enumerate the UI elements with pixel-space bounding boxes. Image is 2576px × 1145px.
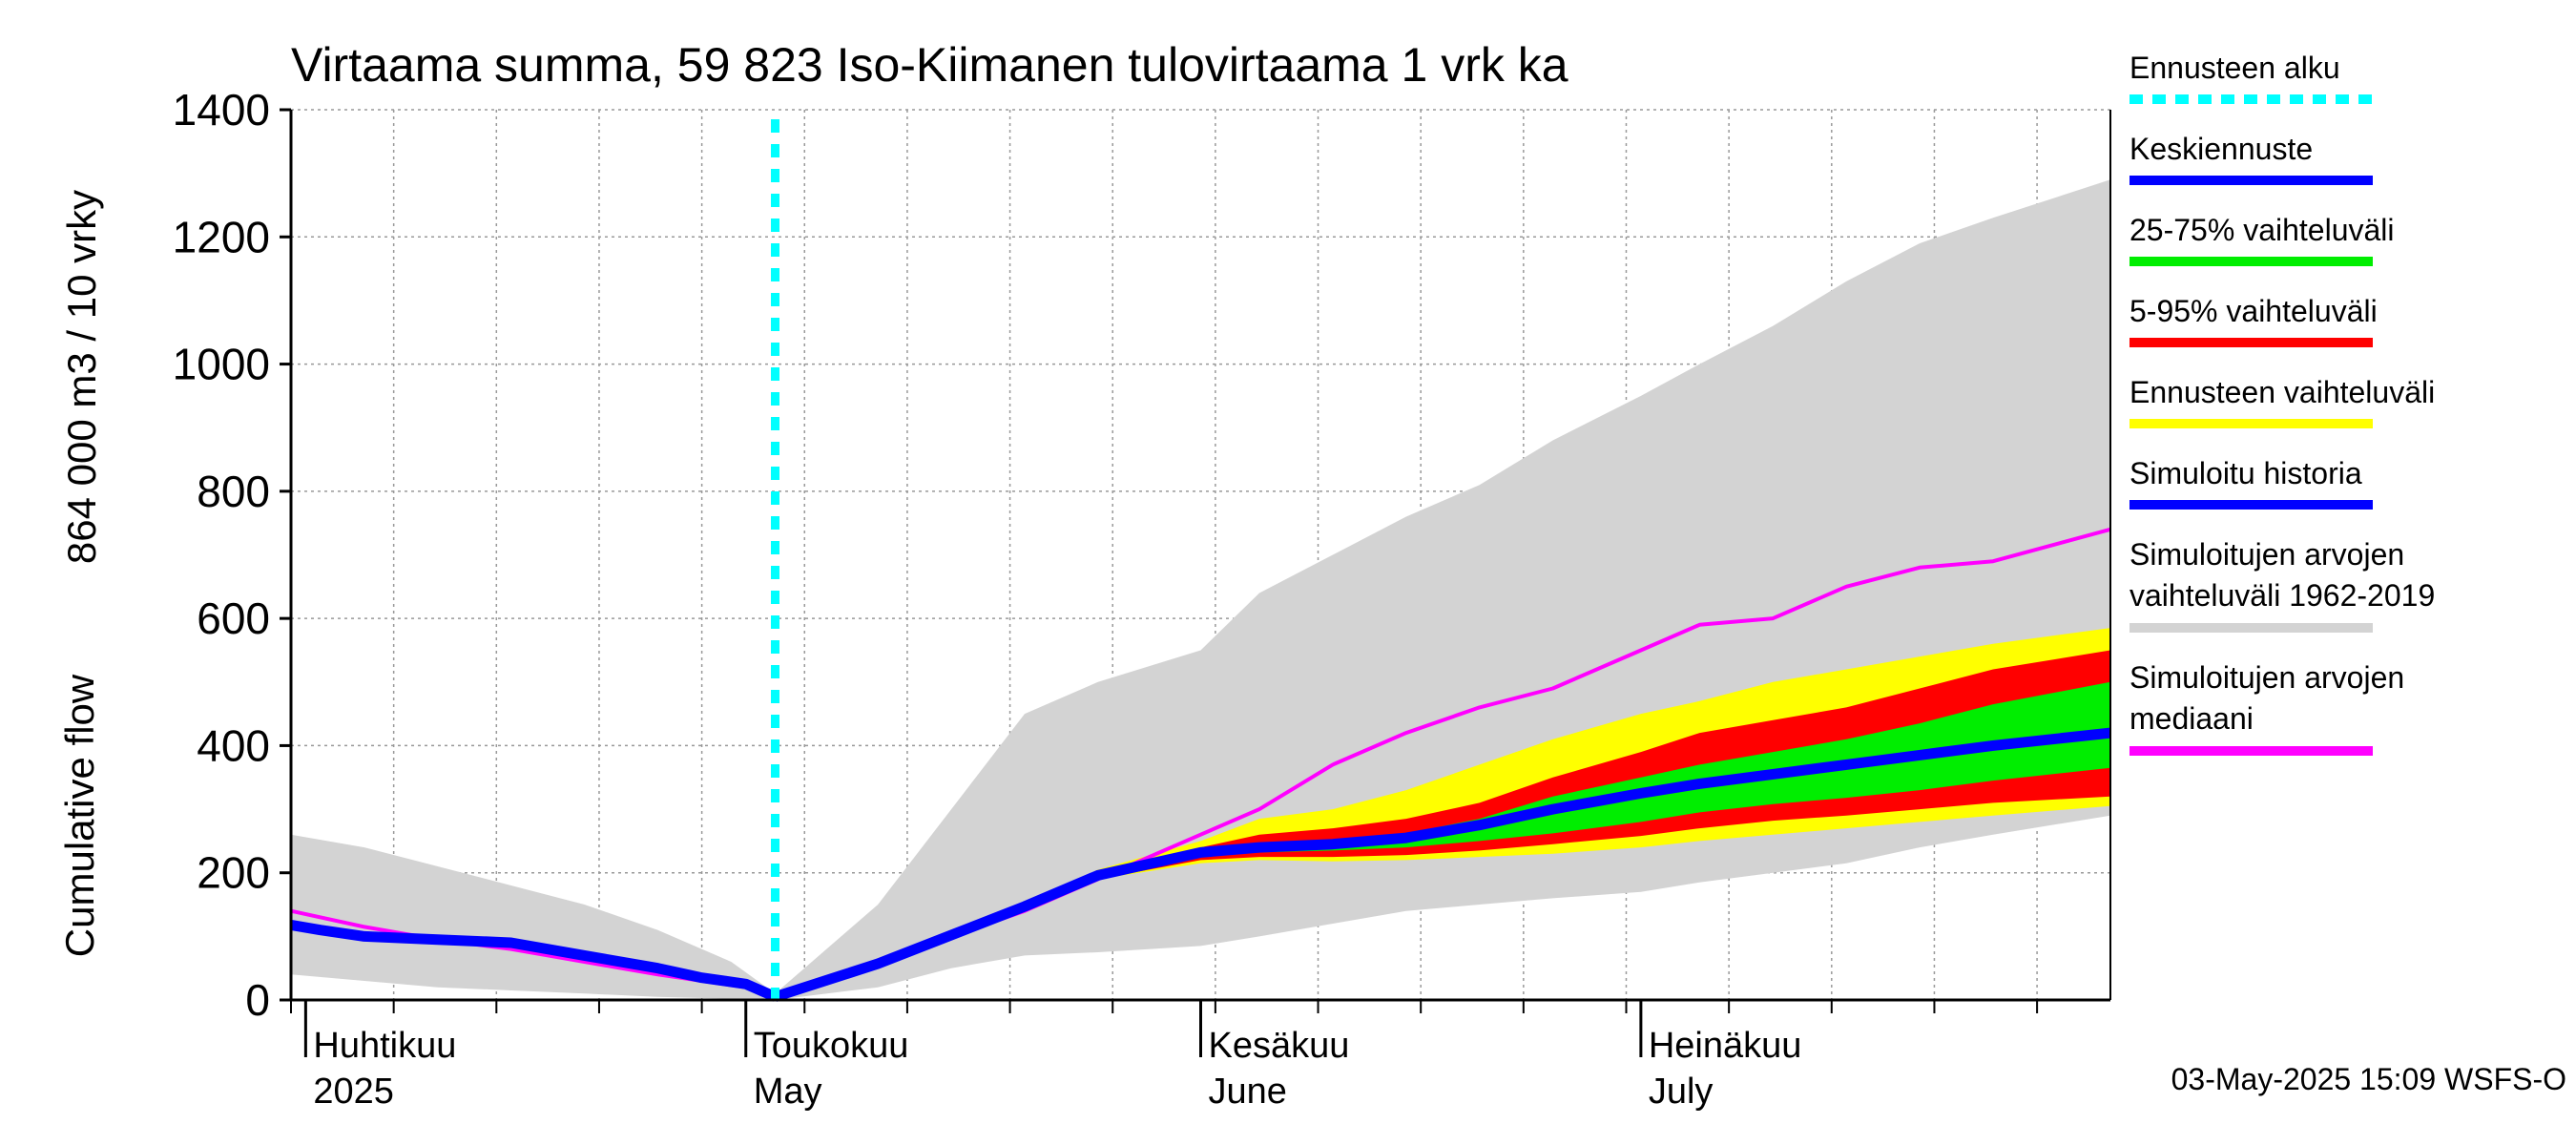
legend-label: Simuloitu historia	[2129, 456, 2362, 490]
y-axis-label-secondary: 864 000 m3 / 10 vrky	[59, 190, 104, 564]
plot-area	[290, 109, 2111, 1002]
x-month-sublabel: 2025	[313, 1072, 394, 1112]
legend-label-line2: vaihteluväli 1962-2019	[2129, 578, 2435, 613]
legend-item: Ennusteen vaihteluväli	[2129, 375, 2435, 428]
y-tick-label: 600	[197, 593, 270, 643]
chart-title: Virtaama summa, 59 823 Iso-Kiimanen tulo…	[291, 38, 1568, 92]
legend-label: 25-75% vaihteluväli	[2129, 213, 2395, 247]
x-month-sublabel: May	[754, 1072, 822, 1112]
footer-timestamp: 03-May-2025 15:09 WSFS-O	[2171, 1062, 2566, 1096]
legend-label: Ennusteen vaihteluväli	[2129, 375, 2435, 409]
legend-item: Keskiennuste	[2129, 132, 2373, 185]
x-month-label: Kesäkuu	[1209, 1026, 1350, 1066]
forecast-25-75-band	[775, 681, 2110, 1000]
mean-forecast-line	[773, 727, 2111, 1002]
legend-label: Simuloitujen arvojen	[2129, 537, 2404, 572]
x-month-sublabel: July	[1649, 1072, 1714, 1112]
y-axis-label-primary: Cumulative flow	[57, 674, 102, 957]
y-tick-label: 800	[197, 467, 270, 516]
legend-item: Simuloitujen arvojen vaihteluväli 1962-20…	[2129, 537, 2435, 633]
y-tick-label: 1000	[173, 340, 270, 389]
y-tick-label: 0	[245, 975, 270, 1025]
y-tick-label: 200	[197, 848, 270, 898]
legend-item: Simuloitu historia	[2129, 456, 2373, 510]
axes: 0 200 400 600 800 1000 1200 1400 Huhtikuu 2025 Tou…	[173, 85, 2111, 1112]
legend-item: 5-95% vaihteluväli	[2129, 294, 2378, 347]
x-month-label: Heinäkuu	[1649, 1026, 1802, 1066]
legend-label: Keskiennuste	[2129, 132, 2313, 166]
simulated-history-line	[290, 919, 778, 1002]
legend-label-line2: mediaani	[2129, 701, 2254, 736]
legend-item: Ennusteen alku	[2129, 51, 2373, 104]
y-tick-label: 1200	[173, 212, 270, 261]
legend-label: Simuloitujen arvojen	[2129, 660, 2404, 695]
x-month-sublabel: June	[1209, 1072, 1287, 1112]
y-tick-label: 1400	[173, 85, 270, 135]
legend-item: Simuloitujen arvojen mediaani	[2129, 660, 2404, 756]
median-line	[290, 527, 2111, 999]
x-month-label: Toukokuu	[754, 1026, 909, 1066]
x-month-label: Huhtikuu	[313, 1026, 456, 1066]
legend-item: 25-75% vaihteluväli	[2129, 213, 2395, 266]
y-tick-label: 400	[197, 720, 270, 770]
legend-label: 5-95% vaihteluväli	[2129, 294, 2378, 328]
legend: Ennusteen alku Keskiennuste 25-75% vaihtel…	[2129, 51, 2435, 756]
forecast-range-red-band	[775, 650, 2110, 1000]
legend-label: Ennusteen alku	[2129, 51, 2340, 85]
